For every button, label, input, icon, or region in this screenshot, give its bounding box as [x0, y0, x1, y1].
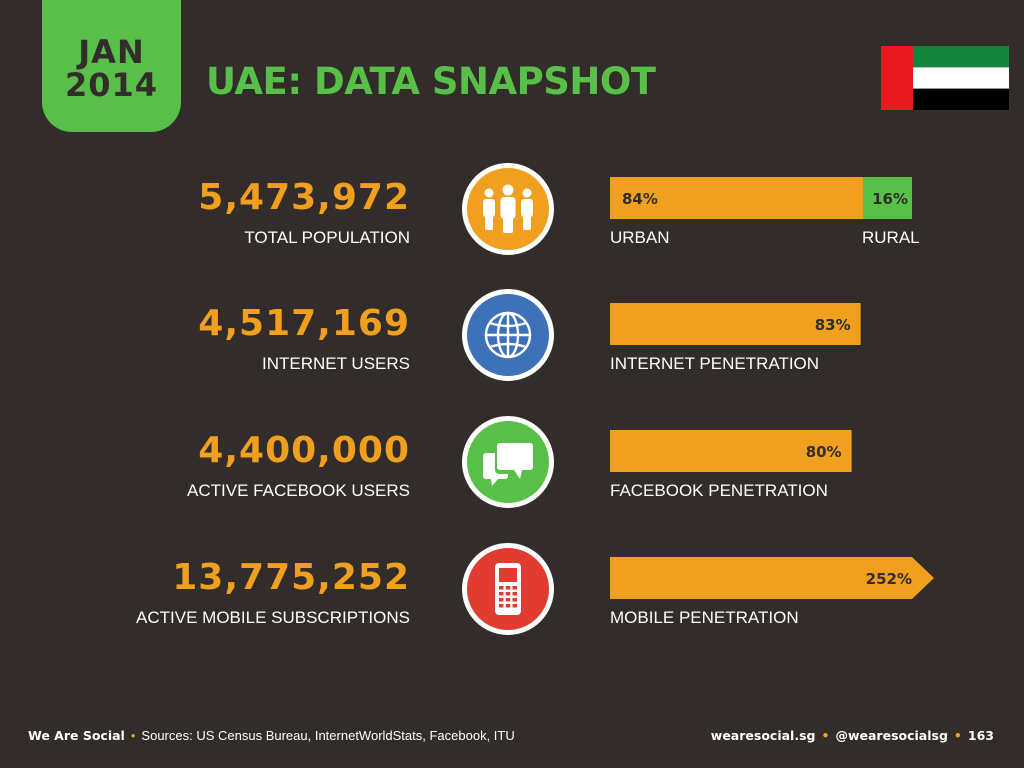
- stat-label: INTERNET USERS: [262, 354, 410, 373]
- stat-row-internet: 4,517,169 INTERNET USERS 83% INTERNET PE…: [0, 289, 1024, 402]
- stat-value: 5,473,972: [198, 177, 410, 218]
- page-title: UAE: DATA SNAPSHOT: [206, 60, 656, 103]
- people-icon: [462, 163, 554, 255]
- footer-separator: •: [953, 728, 962, 743]
- footer-credits: wearesocial.sg • @wearesocialsg • 163: [711, 728, 994, 743]
- bar-value-label: 80%: [806, 443, 842, 461]
- date-month: JAN: [78, 33, 145, 71]
- bar-caption-rural: RURAL: [862, 228, 920, 247]
- stat-row-population: 5,473,972 TOTAL POPULATION 84% 16% URBAN …: [0, 163, 1024, 276]
- stat-label: ACTIVE MOBILE SUBSCRIPTIONS: [136, 608, 410, 627]
- bar-value-label: 16%: [872, 190, 908, 208]
- bar-svg: 252%: [610, 557, 934, 599]
- flag-green-stripe: [913, 46, 1009, 68]
- stat-value: 4,400,000: [198, 430, 410, 471]
- bar-svg: 83%: [610, 303, 861, 345]
- stat-row-facebook: 4,400,000 ACTIVE FACEBOOK USERS 80% FACE…: [0, 416, 1024, 529]
- bar-caption-urban: URBAN: [610, 228, 670, 247]
- footer-sources: We Are Social • Sources: US Census Bureau,…: [28, 728, 515, 743]
- footer-website[interactable]: wearesocial.sg: [710, 728, 816, 743]
- stat-value: 4,517,169: [198, 303, 410, 344]
- bar-caption: MOBILE PENETRATION: [610, 608, 799, 627]
- chat-bubbles-icon: [462, 416, 554, 508]
- bar-caption: INTERNET PENETRATION: [610, 354, 820, 373]
- bar-chart-area: 252%: [610, 556, 950, 600]
- stat-label: TOTAL POPULATION: [244, 228, 410, 247]
- bar-chart-area: 84% 16%: [610, 176, 950, 220]
- footer-separator: •: [821, 728, 830, 743]
- footer-handle[interactable]: @wearesocialsg: [835, 728, 948, 743]
- mobile-phone-icon: [462, 543, 554, 635]
- flag-white-stripe: [913, 67, 1009, 89]
- bar-segment-rural: [863, 177, 912, 219]
- footer-separator: •: [130, 728, 136, 743]
- footer-sources-text: Sources: US Census Bureau, InternetWorld…: [141, 728, 515, 743]
- bar-arrow: [610, 557, 934, 599]
- bar-segment-urban: [610, 177, 864, 219]
- bar-svg: 80%: [610, 430, 852, 472]
- bar-caption: FACEBOOK PENETRATION: [610, 481, 828, 500]
- uae-flag-icon: [881, 46, 1009, 110]
- flag-black-stripe: [913, 88, 1009, 110]
- bar-svg: 84% 16%: [610, 177, 912, 219]
- globe-icon: [462, 289, 554, 381]
- footer-brand: We Are Social: [28, 728, 125, 743]
- date-year: 2014: [64, 66, 159, 104]
- bar: [610, 303, 861, 345]
- bar-value-label: 84%: [622, 190, 658, 208]
- bar-chart-area: 83%: [610, 302, 950, 346]
- bar-chart-area: 80%: [610, 429, 950, 473]
- bar-value-label: 252%: [866, 570, 912, 588]
- bar-value-label: 83%: [815, 316, 851, 334]
- stat-label: ACTIVE FACEBOOK USERS: [187, 481, 410, 500]
- date-badge: JAN 2014: [42, 0, 181, 132]
- stat-row-mobile: 13,775,252 ACTIVE MOBILE SUBSCRIPTIONS: [0, 543, 1024, 656]
- bar: [610, 430, 852, 472]
- footer-page-number: 163: [967, 728, 994, 743]
- stat-value: 13,775,252: [172, 557, 410, 598]
- flag-red-band: [881, 46, 913, 110]
